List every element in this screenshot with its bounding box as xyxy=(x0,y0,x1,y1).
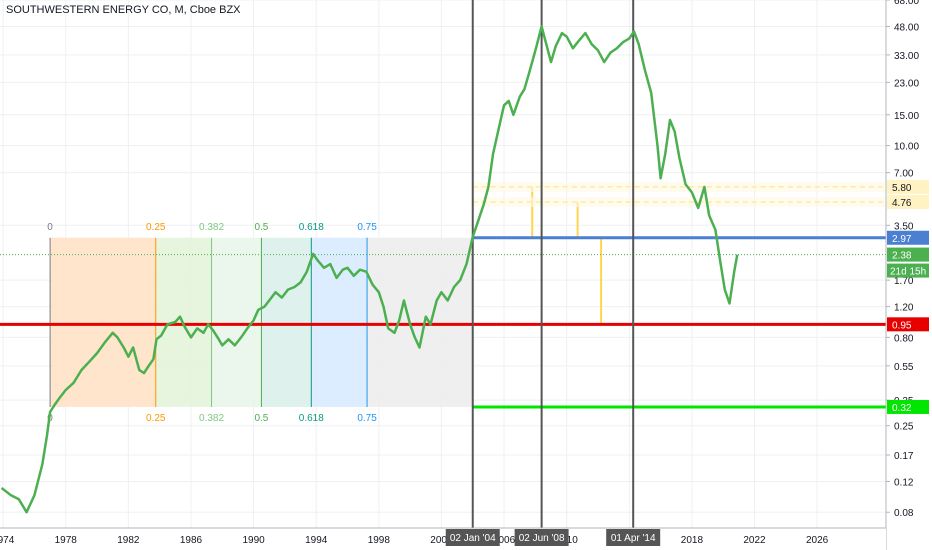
chart-title: SOUTHWESTERN ENERGY CO, M, Cboe BZX xyxy=(6,4,241,16)
marker-date-label: 02 Jun '08 xyxy=(519,533,565,544)
level-band xyxy=(472,181,886,192)
countdown-tag xyxy=(887,263,929,278)
x-tick-label: 1974 xyxy=(0,535,15,546)
fib-level-label-bottom: 0.25 xyxy=(146,413,166,424)
x-tick-label: 2018 xyxy=(681,535,704,546)
y-tick-label: 33.00 xyxy=(894,51,919,62)
x-tick-label: 1998 xyxy=(368,535,391,546)
level-price-label: 0.32 xyxy=(892,403,912,414)
fib-level-label-top: 0.75 xyxy=(357,222,377,233)
fib-zone xyxy=(311,237,368,407)
y-tick-label: 1.20 xyxy=(894,303,914,314)
level-price-label: 2.38 xyxy=(892,251,912,262)
y-tick-label: 0.25 xyxy=(894,422,914,433)
vertical-markers[interactable] xyxy=(471,0,635,528)
marker-date-tag xyxy=(606,529,661,546)
level-price-label: 0.95 xyxy=(892,320,912,331)
level-price-tag xyxy=(887,247,929,262)
x-tick-label: 1990 xyxy=(242,535,265,546)
y-tick-label: 0.12 xyxy=(894,477,914,488)
level-price-tag xyxy=(887,399,929,414)
fib-level-label-top: 0.25 xyxy=(146,222,166,233)
price-line xyxy=(0,25,739,514)
y-tick-label: 0.80 xyxy=(894,333,914,344)
marker-date-label: 01 Apr '14 xyxy=(611,533,656,544)
x-tick-label: 2022 xyxy=(743,535,766,546)
x-tick-label: 2002 xyxy=(430,535,453,546)
marker-date-tag xyxy=(514,529,569,546)
level-band xyxy=(472,196,886,207)
x-tick-label: 1978 xyxy=(55,535,78,546)
horizontal-levels[interactable] xyxy=(0,181,886,409)
level-price-tag xyxy=(887,194,929,209)
fib-level-label-top: 0.618 xyxy=(299,222,324,233)
level-price-label: 4.76 xyxy=(892,198,912,209)
fib-zone xyxy=(367,237,473,407)
x-tick-label: 2026 xyxy=(806,535,829,546)
marker-date-tag xyxy=(445,529,500,546)
fib-level-label-top: 0 xyxy=(47,222,53,233)
y-tick-label: 1.70 xyxy=(894,276,914,287)
y-tick-label: 3.50 xyxy=(894,221,914,232)
y-tick-label: 23.00 xyxy=(894,78,919,89)
x-tick-label: 1986 xyxy=(180,535,203,546)
y-tick-label: 15.00 xyxy=(894,111,919,122)
y-tick-label: 7.00 xyxy=(894,169,914,180)
fib-retracement[interactable]: 000.250.250.3820.3820.50.50.6180.6180.75… xyxy=(47,222,473,424)
fib-level-label-bottom: 0.75 xyxy=(357,413,377,424)
marker-date-label: 02 Jan '04 xyxy=(450,533,496,544)
fib-level-label-top: 0.5 xyxy=(254,222,268,233)
x-tick-label: 2006 xyxy=(493,535,516,546)
x-tick-label: 1982 xyxy=(117,535,140,546)
time-axis-bg xyxy=(0,528,886,550)
fib-zone xyxy=(50,237,156,407)
level-price-label: 5.80 xyxy=(892,183,912,194)
y-tick-label: 68.00 xyxy=(894,0,919,7)
fib-level-label-bottom: 0.618 xyxy=(299,413,324,424)
level-price-tag xyxy=(887,230,929,245)
y-tick-label: 48.00 xyxy=(894,22,919,33)
fib-level-label-bottom: 0.5 xyxy=(254,413,268,424)
level-price-tag xyxy=(887,179,929,194)
y-tick-label: 0.55 xyxy=(894,362,914,373)
fib-zone xyxy=(211,237,262,407)
y-tick-label: 0.08 xyxy=(894,508,914,519)
countdown-label: 21d 15h xyxy=(890,267,926,278)
level-price-tag xyxy=(887,317,929,332)
x-tick-label: 1994 xyxy=(305,535,328,546)
fib-level-label-bottom: 0.382 xyxy=(199,413,224,424)
fib-level-label-top: 0.382 xyxy=(199,222,224,233)
fib-zone xyxy=(261,237,312,407)
level-price-label: 2.97 xyxy=(892,234,912,245)
y-tick-label: 10.00 xyxy=(894,142,919,153)
y-tick-label: 0.17 xyxy=(894,451,914,462)
price-series xyxy=(0,25,739,514)
